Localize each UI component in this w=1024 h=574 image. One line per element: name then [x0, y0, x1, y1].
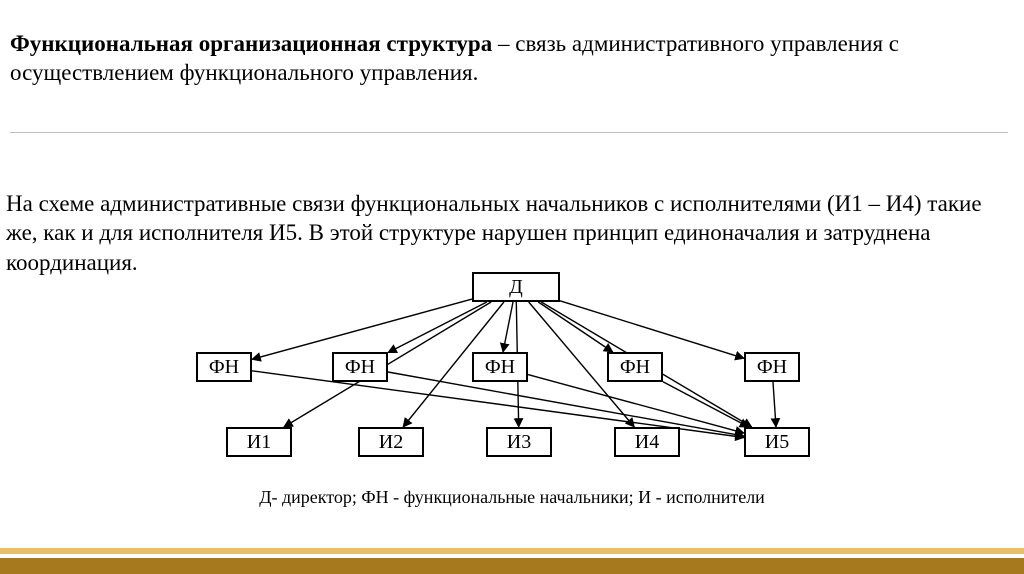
divider [10, 132, 1008, 133]
heading: Функциональная организационная структура… [10, 29, 1008, 88]
node-i2: И2 [358, 427, 424, 457]
node-fn4: ФН [607, 352, 663, 382]
org-diagram: Д ФН ФН ФН ФН ФН И1 И2 И3 И4 И5 [182, 272, 842, 482]
node-i3: И3 [486, 427, 552, 457]
page-root: Функциональная организационная структура… [0, 0, 1024, 574]
body-paragraph: На схеме административные связи функцион… [6, 189, 1008, 277]
edge-D-FN2 [388, 302, 487, 353]
node-i4: И4 [614, 427, 680, 457]
node-fn1: ФН [196, 352, 252, 382]
node-d: Д [472, 272, 560, 302]
edge-D-FN3 [503, 302, 513, 352]
node-fn2: ФН [332, 352, 388, 382]
edge-FN2-I5 [388, 372, 744, 436]
diagram-legend: Д- директор; ФН - функциональные начальн… [0, 487, 1024, 508]
slide-footer [0, 548, 1024, 574]
heading-term: Функциональная организационная структура [10, 31, 492, 56]
node-i5: И5 [744, 427, 810, 457]
edge-FN4-I5 [663, 382, 749, 427]
footer-stripe-dark [0, 558, 1024, 574]
node-fn5: ФН [744, 352, 800, 382]
node-i1: И1 [226, 427, 292, 457]
edge-FN5-I5 [773, 382, 776, 427]
node-fn3: ФН [472, 352, 528, 382]
edge-D-FN1 [252, 299, 472, 359]
